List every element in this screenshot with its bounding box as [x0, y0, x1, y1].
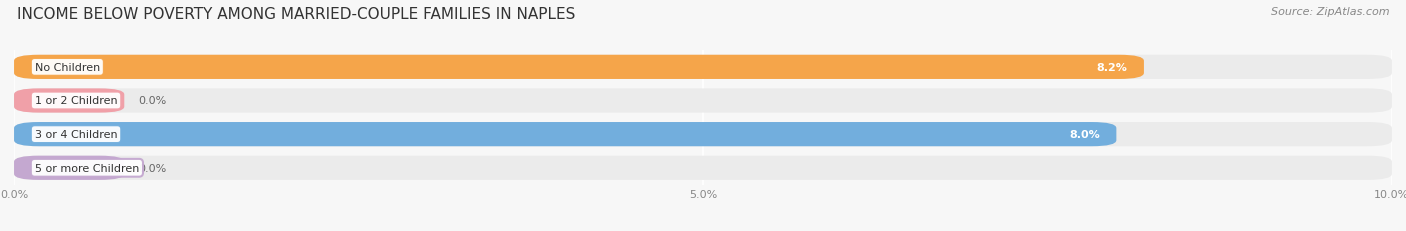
- FancyBboxPatch shape: [14, 122, 1116, 147]
- Text: 1 or 2 Children: 1 or 2 Children: [35, 96, 117, 106]
- FancyBboxPatch shape: [14, 55, 1144, 80]
- FancyBboxPatch shape: [14, 89, 124, 113]
- Text: 8.0%: 8.0%: [1069, 130, 1099, 140]
- FancyBboxPatch shape: [14, 55, 1392, 80]
- Text: No Children: No Children: [35, 63, 100, 73]
- FancyBboxPatch shape: [14, 156, 124, 180]
- Text: 0.0%: 0.0%: [138, 96, 166, 106]
- Text: 5 or more Children: 5 or more Children: [35, 163, 139, 173]
- Text: 8.2%: 8.2%: [1097, 63, 1128, 73]
- Text: Source: ZipAtlas.com: Source: ZipAtlas.com: [1271, 7, 1389, 17]
- Text: 0.0%: 0.0%: [138, 163, 166, 173]
- Text: 3 or 4 Children: 3 or 4 Children: [35, 130, 117, 140]
- FancyBboxPatch shape: [14, 89, 1392, 113]
- Text: INCOME BELOW POVERTY AMONG MARRIED-COUPLE FAMILIES IN NAPLES: INCOME BELOW POVERTY AMONG MARRIED-COUPL…: [17, 7, 575, 22]
- FancyBboxPatch shape: [14, 156, 1392, 180]
- FancyBboxPatch shape: [14, 122, 1392, 147]
